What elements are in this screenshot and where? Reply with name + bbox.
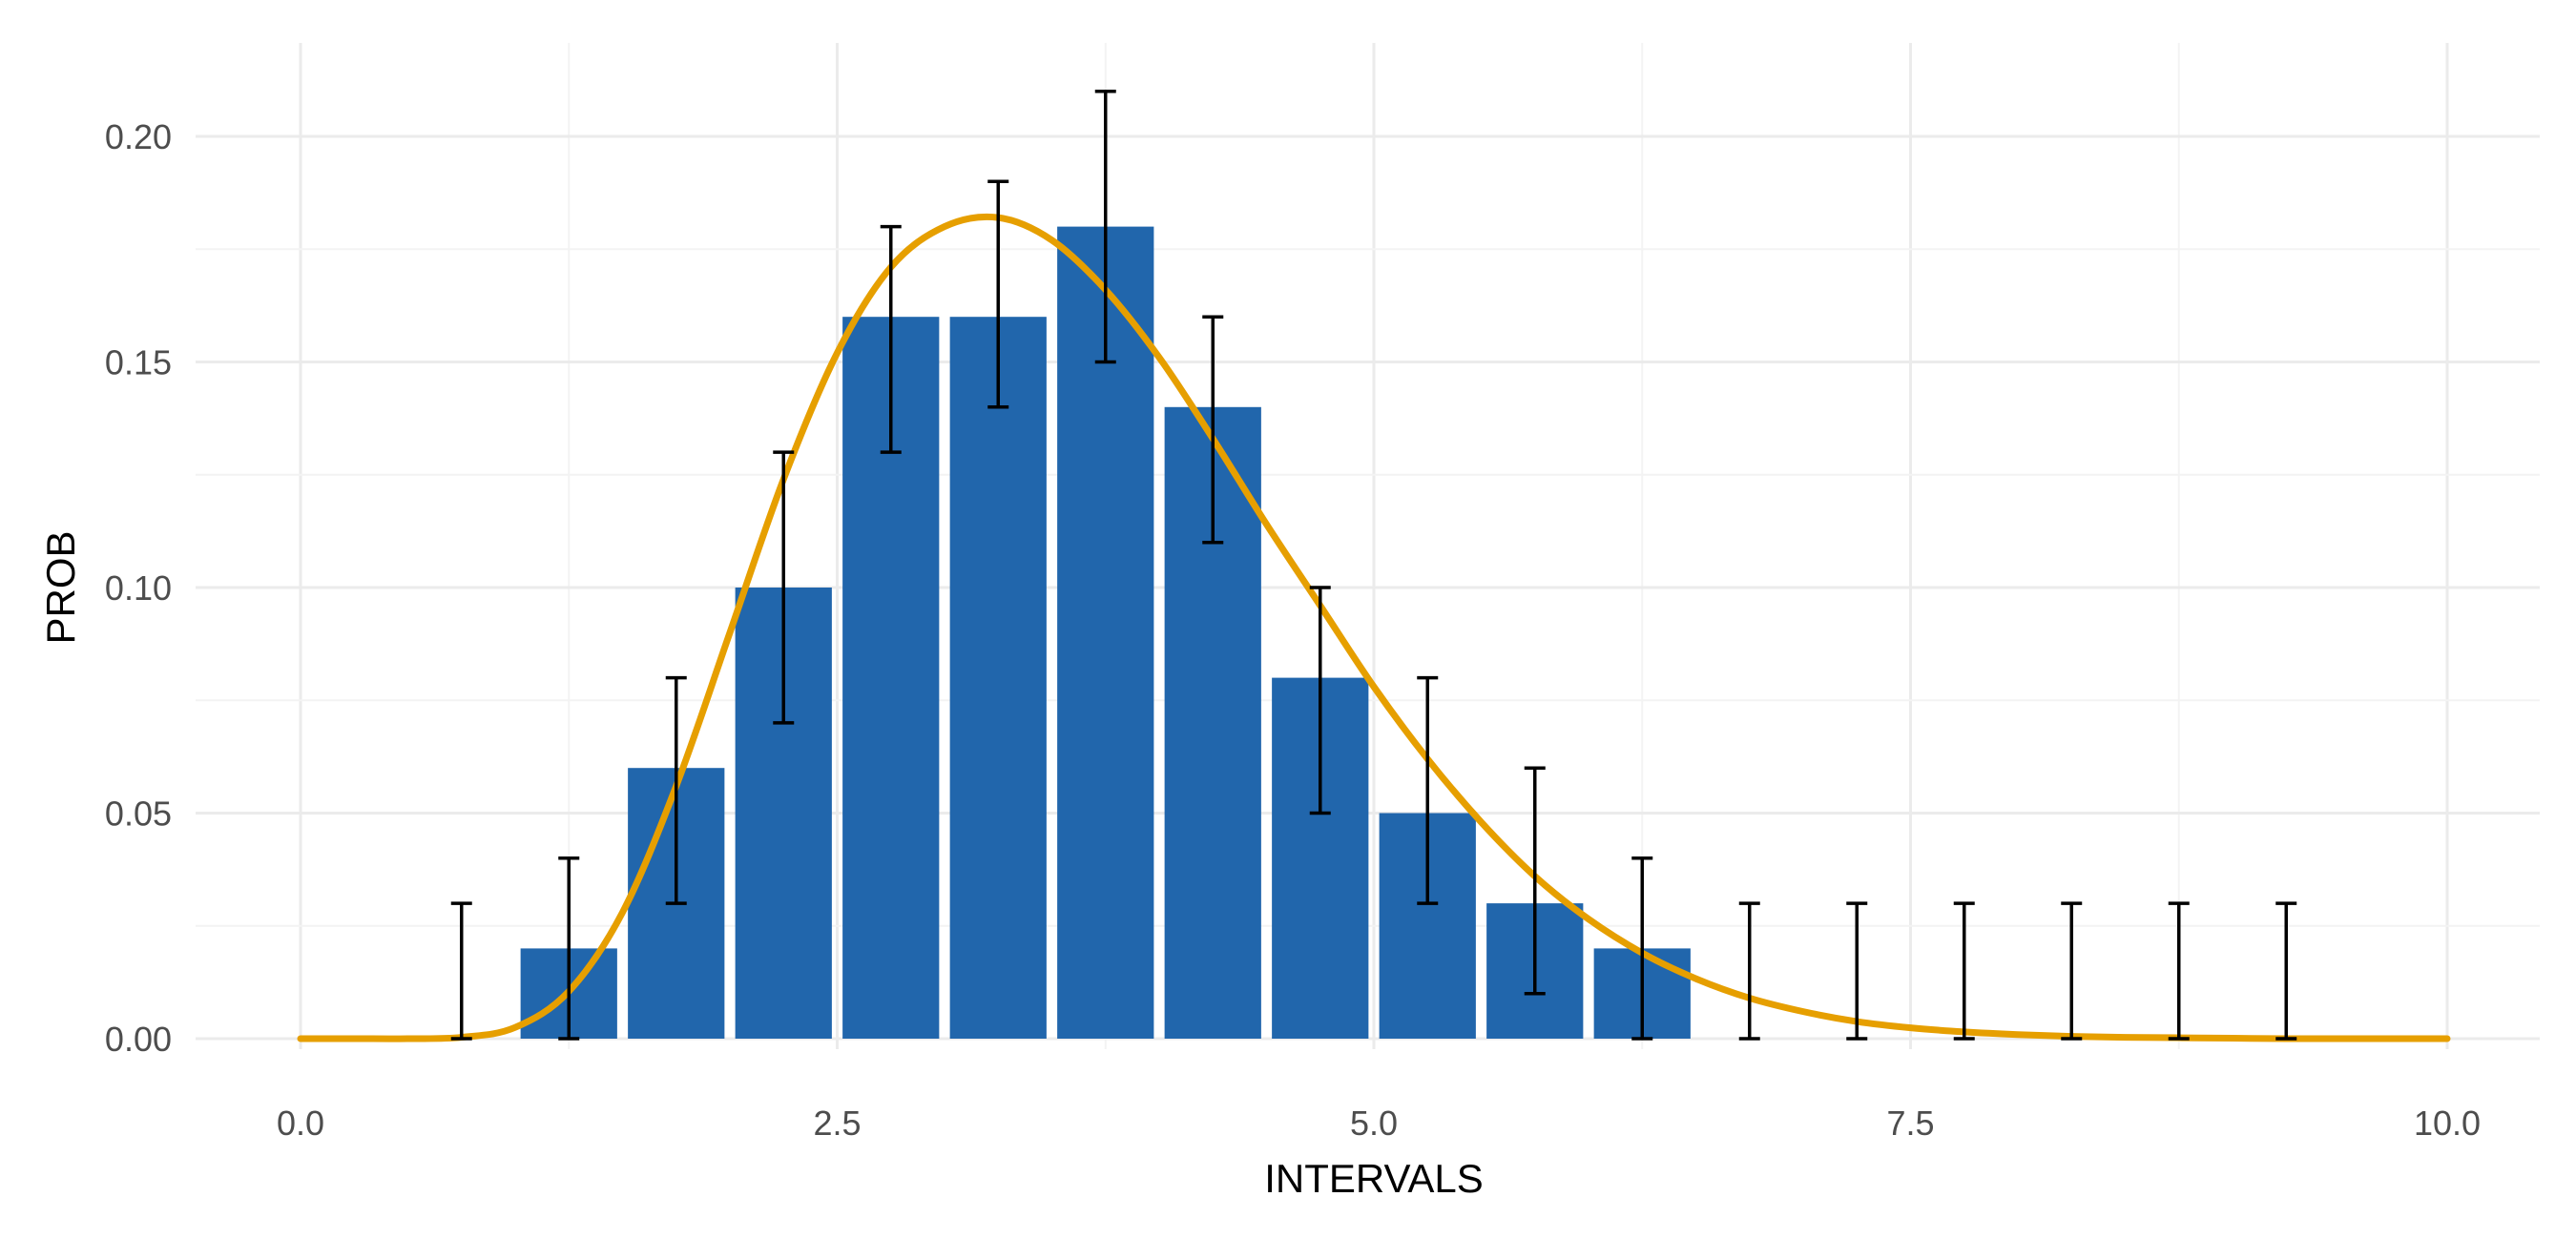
density-curve-layer	[297, 213, 2451, 1042]
y-tick-label: 0.10	[105, 568, 172, 608]
bar-layer	[520, 226, 1691, 1040]
error-bar	[880, 224, 902, 454]
error-bar	[1094, 89, 1116, 364]
y-axis-title: PROB	[38, 530, 83, 644]
error-bar	[558, 856, 580, 1041]
error-bar	[773, 450, 795, 725]
error-bar	[1524, 766, 1546, 996]
density-curve	[297, 213, 2451, 1042]
error-bar	[665, 675, 687, 905]
error-bar	[1202, 315, 1224, 545]
x-axis-title: INTERVALS	[1264, 1156, 1484, 1201]
error-bar	[2061, 901, 2083, 1041]
x-tick-label: 2.5	[813, 1104, 861, 1143]
error-bar	[2168, 901, 2190, 1041]
x-tick-label: 5.0	[1350, 1104, 1398, 1143]
y-tick-label: 0.05	[105, 794, 172, 834]
error-bar	[987, 179, 1009, 409]
x-tick-label: 10.0	[2414, 1104, 2481, 1143]
error-bar	[1631, 856, 1653, 1041]
error-bar	[1738, 901, 1760, 1041]
error-bar	[2275, 901, 2297, 1041]
y-tick-label: 0.15	[105, 343, 172, 382]
error-bar-layer	[450, 89, 2297, 1041]
error-bar	[1846, 901, 1868, 1041]
error-bar	[1417, 675, 1439, 905]
error-bar	[450, 901, 472, 1041]
y-tick-label: 0.00	[105, 1020, 172, 1059]
histogram-bar	[949, 317, 1047, 1039]
x-tick-label: 0.0	[277, 1104, 324, 1143]
error-bar	[1309, 586, 1331, 815]
error-bar	[1953, 901, 1975, 1041]
x-tick-label: 7.5	[1886, 1104, 1934, 1143]
y-tick-label: 0.20	[105, 117, 172, 156]
tick-label-layer: 0.0 2.5 5.0 7.5 10.0 0.00 0.05 0.10 0.15 0.20	[105, 117, 2481, 1143]
